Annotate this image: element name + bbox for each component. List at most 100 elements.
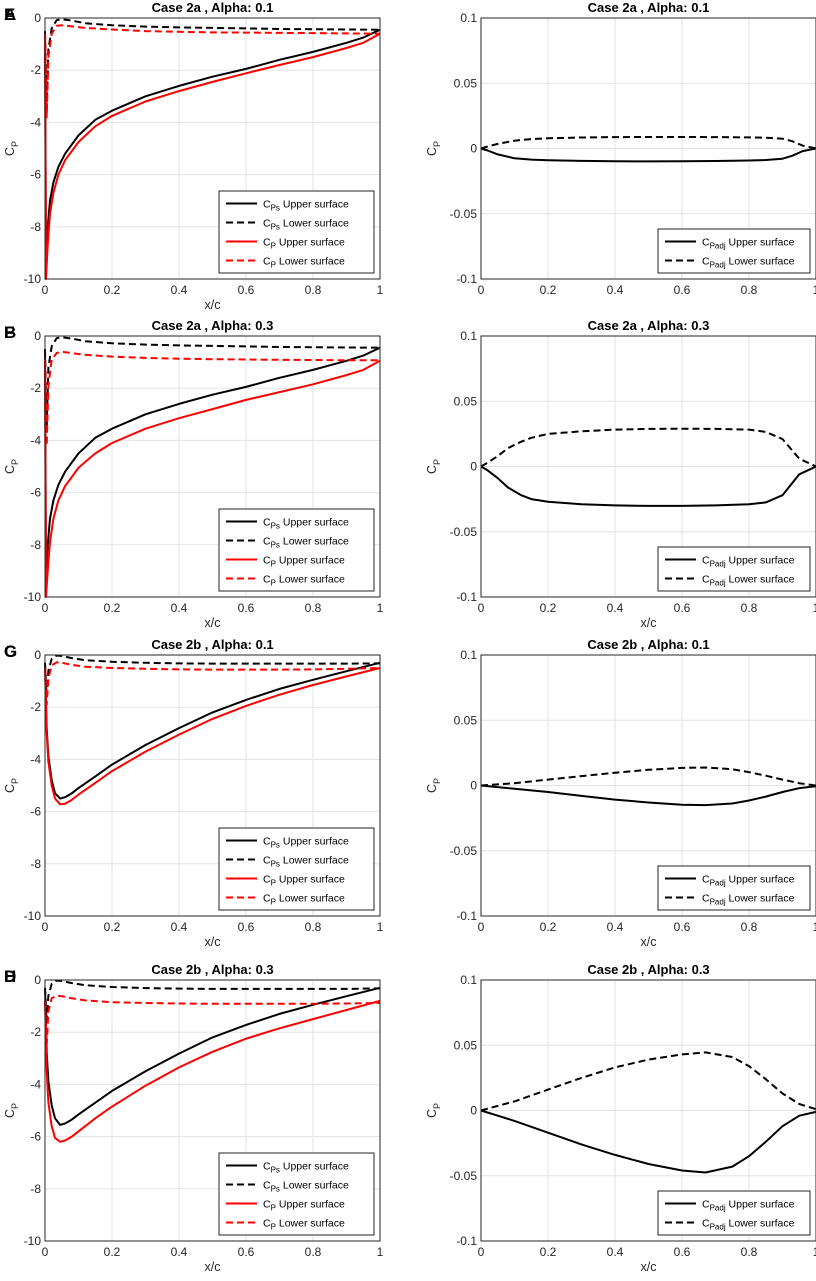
- legend: CPadj Upper surface CPadj Lower surface: [657, 546, 811, 592]
- legend-entry: CPadj Upper surface: [702, 555, 795, 569]
- panel-d: 0 0.2 0.4 0.6 0.8 1 0 -2 -4 -6 -8 -10 Case 2b , Alph…: [3, 962, 384, 1274]
- legend-label: Upper surface: [726, 874, 795, 886]
- series-line-1: [44, 28, 381, 260]
- x-tick-label: 0.6: [674, 1245, 691, 1259]
- series-line-3: [44, 359, 381, 598]
- legend-subscript: Padj: [710, 1223, 726, 1232]
- y-tick-label: -8: [30, 538, 41, 552]
- x-tick-label: 0.8: [741, 1245, 758, 1259]
- chart-title: Case 2b , Alpha: 0.3: [151, 962, 273, 977]
- legend-subscript: P: [271, 898, 276, 907]
- x-tick-label: 0.6: [238, 920, 255, 934]
- x-tick-label: 0.4: [171, 1245, 188, 1259]
- y-tick-label: 0: [470, 1104, 477, 1118]
- legend-subscript: Ps: [271, 522, 280, 531]
- legend-label: Upper surface: [276, 1199, 345, 1211]
- x-tick-label: 0.4: [607, 283, 624, 297]
- axes-frame: [44, 654, 381, 917]
- legend-subscript: Padj: [710, 579, 726, 588]
- y-axis-label-main: C: [3, 147, 17, 156]
- x-tick-label: 0.4: [171, 283, 188, 297]
- y-axis-label-sub: P: [10, 1103, 20, 1109]
- legend-symbol: C: [263, 1218, 271, 1230]
- x-tick-label: 0.8: [741, 283, 758, 297]
- chart-title: Case 2b , Alpha: 0.3: [587, 962, 709, 977]
- legend-symbol: C: [702, 555, 710, 567]
- y-tick-label: -0.05: [450, 207, 478, 221]
- y-tick-label: -10: [24, 909, 42, 923]
- x-tick-label: 0: [42, 920, 49, 934]
- legend-symbol: C: [702, 1218, 710, 1230]
- series-line-1: [44, 346, 381, 578]
- x-tick-label: 0.6: [674, 283, 691, 297]
- y-tick-label: 0: [470, 460, 477, 474]
- y-tick-label: -8: [30, 220, 41, 234]
- legend-label: Lower surface: [280, 218, 349, 230]
- y-tick-label: 0.1: [460, 11, 477, 25]
- legend-entry: CP Lower surface: [263, 893, 345, 907]
- x-tick-label: 0.2: [540, 1245, 557, 1259]
- y-tick-label: -2: [30, 381, 41, 395]
- legend-label: Lower surface: [726, 256, 795, 268]
- y-tick-label: 0.05: [454, 394, 478, 408]
- legend-subscript: Ps: [271, 1185, 280, 1194]
- y-tick-label: -0.1: [456, 590, 477, 604]
- legend-entry: CP Lower surface: [263, 1218, 345, 1232]
- y-axis-label-main: C: [425, 784, 439, 793]
- legend-symbol: C: [263, 574, 271, 586]
- chart-title: Case 2a , Alpha: 0.1: [152, 0, 274, 15]
- legend-label: Lower surface: [726, 1218, 795, 1230]
- axes-frame: [480, 335, 816, 598]
- legend-label: Upper surface: [280, 1161, 349, 1173]
- y-tick-label: -4: [30, 752, 41, 766]
- x-tick-label: 0: [42, 601, 49, 615]
- axes-frame: [44, 979, 381, 1242]
- legend-subscript: Ps: [271, 204, 280, 213]
- legend-subscript: P: [271, 1223, 276, 1232]
- legend-box: [218, 1152, 375, 1236]
- legend-entry: CPadj Upper surface: [702, 237, 795, 251]
- series-line-2: [480, 427, 816, 468]
- legend-symbol: C: [263, 874, 271, 886]
- x-tick-label: 1: [813, 1245, 816, 1259]
- panel-letter: B: [4, 323, 16, 342]
- legend-subscript: Ps: [271, 223, 280, 232]
- legend-symbol: C: [263, 836, 271, 848]
- legend-subscript: Ps: [271, 860, 280, 869]
- legend-label: Upper surface: [280, 517, 349, 529]
- legend-symbol: C: [702, 574, 710, 586]
- series-line-3: [44, 667, 381, 806]
- legend-entry: CPs Upper surface: [263, 517, 349, 531]
- legend-symbol: C: [263, 218, 271, 230]
- x-tick-label: 0.4: [171, 920, 188, 934]
- y-tick-label: -0.05: [450, 525, 478, 539]
- legend-entry: CPadj Lower surface: [702, 574, 795, 588]
- legend-subscript: Padj: [710, 261, 726, 270]
- legend-symbol: C: [702, 893, 710, 905]
- panel-h: 0 0.2 0.4 0.6 0.8 1 0.1 0.05 0 -0.05 -0.1 Case 2b ,…: [4, 962, 816, 1274]
- x-tick-label: 0: [478, 1245, 485, 1259]
- legend-entry: CPs Lower surface: [263, 855, 349, 869]
- series-line-4: [44, 350, 380, 447]
- legend-box: [657, 546, 811, 592]
- panel-c: 0 0.2 0.4 0.6 0.8 1 0 -2 -4 -6 -8 -10 Case 2b , Alph…: [3, 637, 384, 949]
- x-tick-label: 0.6: [674, 601, 691, 615]
- y-tick-label: 0.05: [454, 1038, 478, 1052]
- panel-letter: C: [4, 642, 16, 661]
- legend-symbol: C: [263, 1180, 271, 1192]
- y-axis-label: CP: [425, 778, 442, 793]
- x-tick-label: 1: [813, 283, 816, 297]
- y-tick-label: -6: [30, 805, 41, 819]
- y-axis-label: CP: [3, 778, 20, 793]
- legend-symbol: C: [263, 893, 271, 905]
- x-tick-label: 1: [377, 920, 384, 934]
- panel-letter: E: [4, 5, 15, 24]
- chart-title: Case 2b , Alpha: 0.1: [587, 637, 709, 652]
- x-axis-label: x/c: [205, 1260, 221, 1274]
- legend-entry: CP Upper surface: [263, 237, 345, 251]
- panel-b: 0 0.2 0.4 0.6 0.8 1 0 -2 -4 -6 -8 -10 Case 2a , Alph…: [3, 318, 384, 630]
- legend-entry: CPadj Upper surface: [702, 1199, 795, 1213]
